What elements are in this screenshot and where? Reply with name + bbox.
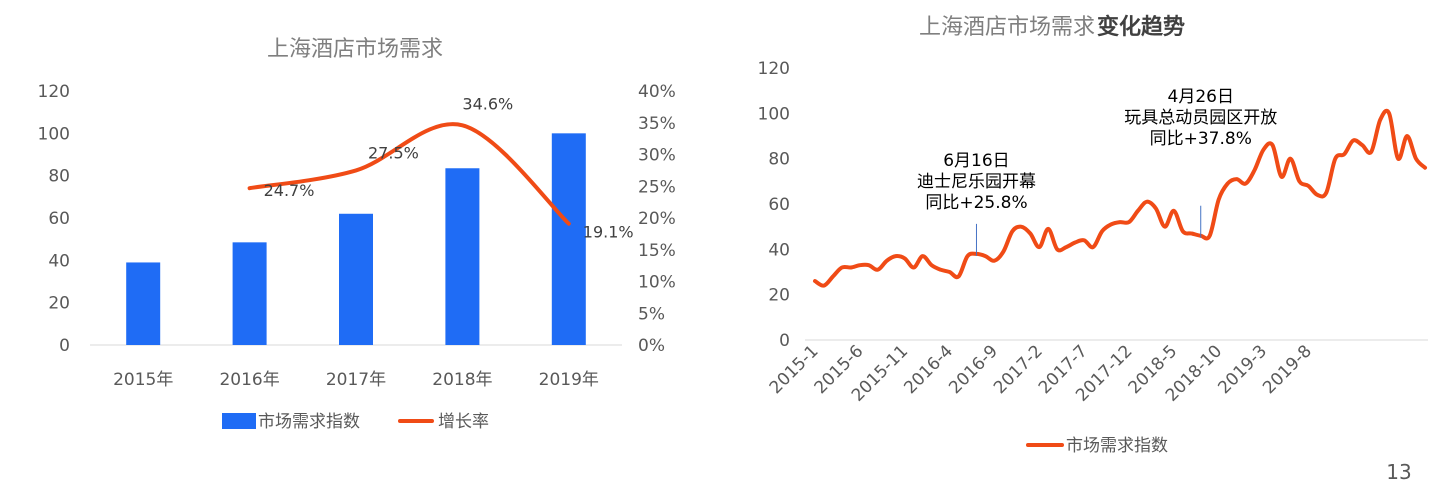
- y-left-tick-label: 0: [59, 336, 70, 356]
- y-tick-label: 100: [758, 104, 790, 124]
- left-y-axis-left: 0 20 40 60 80 100 120: [38, 82, 70, 356]
- annotation-text: 4月26日: [1168, 87, 1234, 107]
- y-right-tick-label: 10%: [638, 273, 676, 293]
- y-right-tick-label: 0%: [638, 336, 665, 356]
- x-tick-label: 2015年: [113, 370, 173, 390]
- x-tick-label: 2019年: [539, 370, 599, 390]
- y-right-tick-label: 35%: [638, 114, 676, 134]
- bar-2019年: [551, 133, 586, 345]
- page-number: 13: [1386, 460, 1411, 482]
- growth-label: 34.6%: [462, 94, 513, 113]
- y-right-tick-label: 30%: [638, 146, 676, 166]
- annotation-text: 迪士尼乐园开幕: [917, 172, 1036, 192]
- left-y-axis-right: 0% 5% 10% 15% 20% 25% 30% 35% 40%: [638, 82, 676, 356]
- growth-label: 24.7%: [264, 181, 315, 200]
- legend-swatch-bar: [222, 413, 256, 429]
- x-tick-label: 2016-4: [900, 341, 957, 398]
- x-tick-label: 2019-8: [1259, 341, 1316, 398]
- y-right-tick-label: 5%: [638, 304, 665, 324]
- y-left-tick-label: 20: [48, 294, 70, 314]
- growth-label: 19.1%: [583, 223, 634, 242]
- y-left-tick-label: 120: [38, 82, 70, 102]
- legend-label-demand: 市场需求指数: [258, 412, 360, 432]
- right-chart-title-emphasis: 变化趋势: [1097, 14, 1185, 40]
- y-left-tick-label: 40: [48, 251, 70, 271]
- bar-2017年: [339, 213, 373, 345]
- annotation-text: 玩具总动员园区开放: [1124, 108, 1277, 128]
- y-left-tick-label: 80: [48, 167, 70, 187]
- y-tick-label: 80: [768, 150, 790, 170]
- left-bars: [126, 133, 586, 345]
- y-tick-label: 120: [758, 59, 790, 79]
- y-left-tick-label: 100: [38, 124, 70, 144]
- y-tick-label: 40: [768, 240, 790, 260]
- growth-rate-line: [247, 122, 571, 226]
- legend-label-growth: 增长率: [438, 412, 489, 432]
- left-chart: 上海酒店市场需求 0 20 40 60 80 100 120 0% 5% 10% 15% 20% 25…: [38, 37, 676, 432]
- right-chart: 上海酒店市场需求 变化趋势 0 20 40 60 80 100 120 2015-12015…: [758, 14, 1428, 456]
- bar-2015年: [126, 262, 161, 345]
- bar-2016年: [232, 242, 267, 345]
- right-legend: 市场需求指数: [1026, 436, 1168, 456]
- right-x-axis: 2015-12015-62015-112016-42016-92017-2201…: [766, 341, 1316, 405]
- annotation-text: 同比+25.8%: [925, 193, 1027, 213]
- y-right-tick-label: 20%: [638, 209, 676, 229]
- y-right-tick-label: 15%: [638, 241, 676, 261]
- y-tick-label: 60: [768, 195, 790, 215]
- y-right-tick-label: 40%: [638, 82, 676, 102]
- right-y-axis: 0 20 40 60 80 100 120: [758, 59, 790, 351]
- x-tick-label: 2019-3: [1214, 341, 1271, 398]
- x-tick-label: 2016年: [219, 370, 279, 390]
- annotation-text: 6月16日: [943, 151, 1009, 171]
- bar-2018年: [445, 168, 480, 345]
- y-left-tick-label: 60: [48, 209, 70, 229]
- x-tick-label: 2017年: [326, 370, 386, 390]
- annotation-text: 同比+37.8%: [1150, 129, 1252, 149]
- y-right-tick-label: 25%: [638, 177, 676, 197]
- left-chart-title: 上海酒店市场需求: [267, 37, 443, 62]
- y-tick-label: 0: [779, 331, 790, 351]
- x-tick-label: 2015-1: [766, 341, 823, 398]
- y-tick-label: 20: [768, 286, 790, 306]
- right-chart-title: 上海酒店市场需求: [919, 15, 1095, 40]
- growth-rate-labels: 24.7% 27.5% 34.6% 19.1%: [264, 94, 634, 241]
- x-tick-label: 2018年: [432, 370, 492, 390]
- x-tick-label: 2016-9: [945, 341, 1002, 398]
- legend-label-demand: 市场需求指数: [1066, 436, 1168, 456]
- growth-label: 27.5%: [368, 143, 419, 162]
- left-x-axis: 2015年 2016年 2017年 2018年 2019年: [113, 370, 599, 390]
- x-tick-label: 2017-2: [990, 341, 1047, 398]
- demand-index-line: [813, 108, 1427, 288]
- left-legend: 市场需求指数 增长率: [222, 412, 489, 432]
